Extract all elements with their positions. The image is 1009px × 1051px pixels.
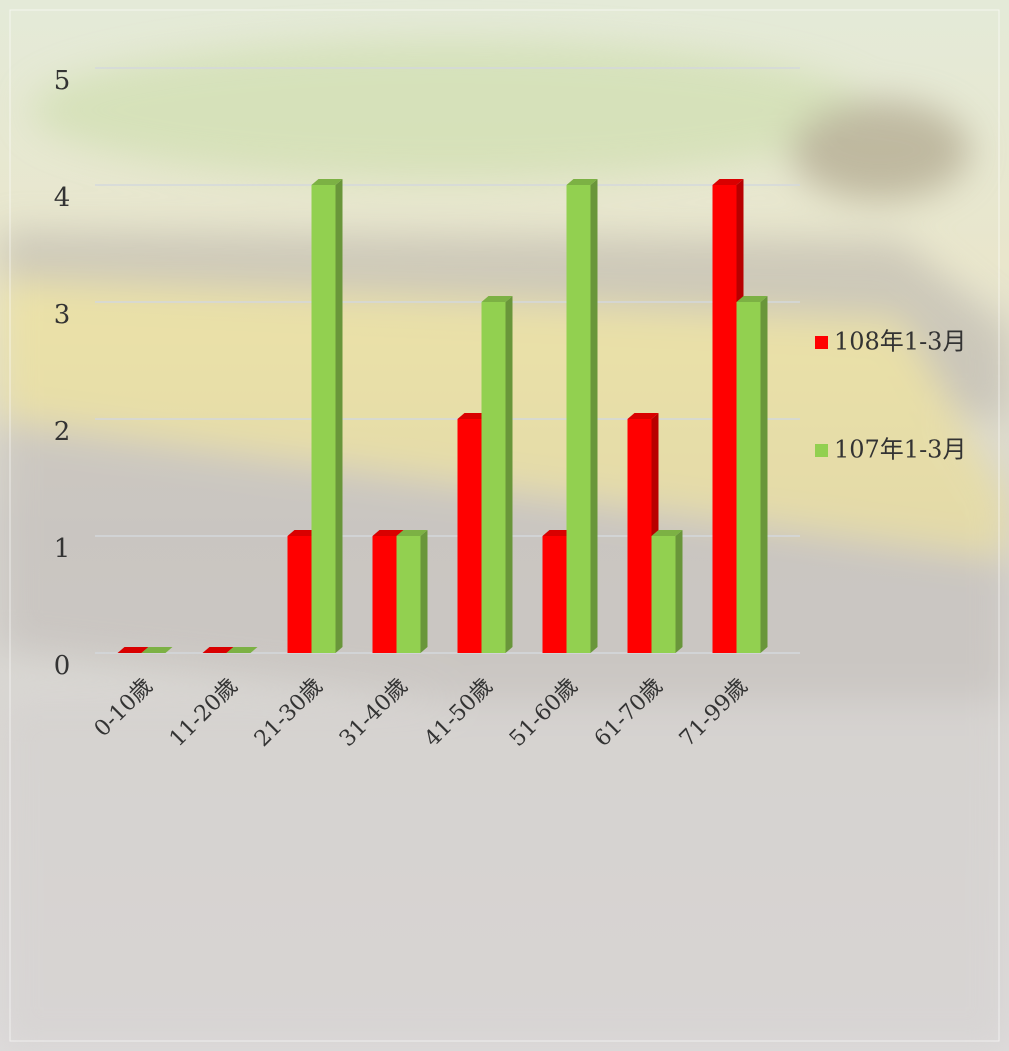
bar [542,536,567,653]
bar-group [202,647,234,653]
bar [736,302,761,653]
bar-side [675,530,683,653]
bar-top [372,530,404,536]
bar-top [627,413,659,419]
bar [481,302,506,653]
y-tick-label: 0 [54,651,71,681]
bar [566,185,591,653]
legend-label: 107年1-3月 [834,436,966,464]
bar [457,419,482,653]
bar [372,536,397,653]
bar-group [311,179,343,653]
bar-side [335,179,343,653]
bar-group [396,530,428,653]
bar-group [226,647,258,653]
bar-top [566,179,598,185]
bar-top [287,530,319,536]
legend-swatch [815,444,828,457]
y-tick-label: 2 [54,417,71,447]
bar-side [590,179,598,653]
bar-group [566,179,598,653]
y-tick-label: 5 [54,66,71,96]
y-tick-label: 4 [54,183,71,213]
bar [627,419,652,653]
bar-group [651,530,683,653]
legend-swatch [815,336,828,349]
bar-top [117,647,149,653]
bar [287,536,312,653]
legend-label: 108年1-3月 [834,328,966,356]
bar-side [505,296,513,653]
bar-top [396,530,428,536]
bar-side [420,530,428,653]
y-tick-label: 3 [54,300,71,330]
bar-top [141,647,173,653]
y-tick-label: 1 [54,534,71,564]
bar [396,536,421,653]
bar [651,536,676,653]
bar-top [226,647,258,653]
bar-top [651,530,683,536]
bar [712,185,737,653]
bar-top [736,296,768,302]
bar-group [736,296,768,653]
bar-top [542,530,574,536]
bar-top [311,179,343,185]
bar-top [202,647,234,653]
bar-top [481,296,513,302]
bar [311,185,336,653]
bar-top [712,179,744,185]
bar-group [117,647,149,653]
bar-group [481,296,513,653]
bar-side [760,296,768,653]
bar-top [457,413,489,419]
bar-group [141,647,173,653]
